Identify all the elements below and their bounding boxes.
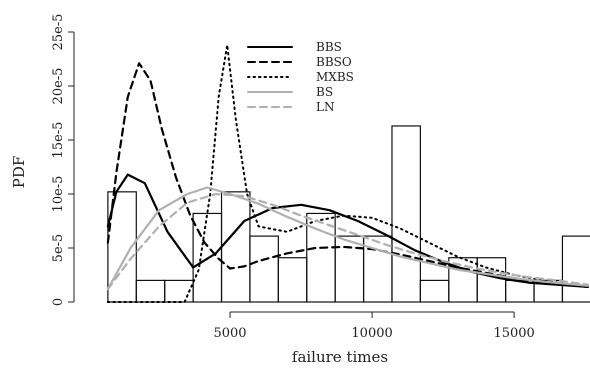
series-line-ln [106,192,590,291]
legend-label-bs: BS [316,85,333,99]
legend-label-mxbs: MXBS [316,70,354,84]
histogram-bar [476,257,507,303]
density-lines [106,44,590,303]
y-axis-title: PDF [10,156,28,189]
x-tick-label: 10000 [351,326,392,341]
y-tick-label: 5e-5 [51,234,66,263]
histogram-bar [419,279,450,303]
y-tick-label: 25e-5 [51,14,66,51]
series-line-bs [106,186,590,291]
y-tick-label: 0 [51,298,66,306]
series-line-bbs [106,173,590,288]
y-tick-label: 10e-5 [51,176,66,213]
x-tick-label: 15000 [493,326,534,341]
histogram-bar [277,257,308,303]
x-axis-title: failure times [292,348,388,366]
histogram-bar [220,191,251,303]
y-tick-label: 20e-5 [51,68,66,105]
x-tick-label: 5000 [213,326,246,341]
histogram-bar [107,191,137,303]
legend-label-bbso: BBSO [316,55,352,69]
axes: 5000 10000 15000 0 5e-5 10e-5 15e-5 20e-5 25e-5 [51,14,535,341]
legend-label-bbs: BBS [316,40,342,54]
histogram-bar [561,235,590,303]
histogram-bar [391,125,421,303]
series-line-mxbs [106,44,589,303]
y-ticks: 0 5e-5 10e-5 15e-5 20e-5 25e-5 [51,14,74,306]
histogram-bar [135,279,166,303]
series-line-bbso [106,62,590,288]
x-ticks: 5000 10000 15000 [213,312,535,341]
legend-label-ln: LN [316,100,334,114]
histogram-bar [249,235,279,303]
y-tick-label: 15e-5 [51,122,66,159]
